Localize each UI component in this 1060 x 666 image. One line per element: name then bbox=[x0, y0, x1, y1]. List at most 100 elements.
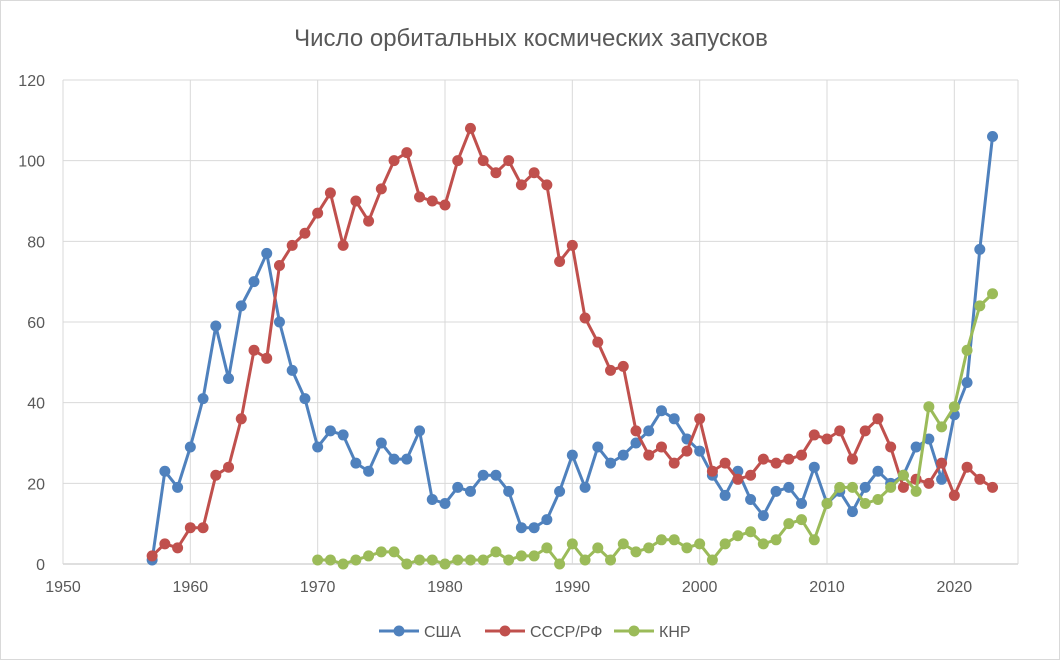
data-point bbox=[617, 449, 629, 461]
data-point bbox=[452, 155, 464, 167]
data-point bbox=[630, 437, 642, 449]
data-point bbox=[464, 122, 476, 134]
data-point bbox=[872, 465, 884, 477]
data-point bbox=[566, 449, 578, 461]
data-point bbox=[859, 498, 871, 509]
x-tick-label: 2010 bbox=[809, 579, 845, 596]
data-point bbox=[248, 276, 260, 288]
data-point bbox=[821, 433, 833, 445]
data-point bbox=[605, 457, 617, 469]
data-point bbox=[668, 413, 680, 425]
data-point bbox=[897, 469, 909, 481]
data-point bbox=[312, 554, 324, 566]
y-tick-label: 20 bbox=[27, 476, 45, 493]
data-point bbox=[770, 485, 782, 497]
data-point bbox=[579, 554, 591, 566]
data-point bbox=[961, 377, 973, 388]
y-tick-label: 100 bbox=[18, 154, 45, 171]
data-point bbox=[605, 554, 617, 566]
data-point bbox=[732, 530, 744, 542]
x-tick-label: 1950 bbox=[45, 579, 81, 596]
data-point bbox=[159, 465, 171, 477]
data-point bbox=[592, 336, 604, 348]
data-point bbox=[159, 538, 171, 550]
data-point bbox=[490, 469, 502, 481]
data-point bbox=[808, 461, 820, 473]
data-point bbox=[503, 554, 515, 566]
data-point bbox=[885, 481, 897, 493]
data-point bbox=[350, 554, 362, 566]
data-point bbox=[630, 546, 642, 558]
data-point bbox=[923, 433, 935, 445]
gridlines bbox=[62, 79, 1019, 565]
data-point bbox=[388, 155, 400, 167]
data-point bbox=[515, 550, 527, 562]
data-point bbox=[796, 449, 808, 461]
data-point bbox=[554, 558, 566, 570]
data-point bbox=[923, 477, 935, 489]
data-point bbox=[592, 441, 604, 453]
data-point bbox=[515, 179, 527, 191]
data-point bbox=[681, 445, 693, 457]
data-point bbox=[350, 195, 362, 207]
data-point bbox=[974, 473, 986, 485]
data-point bbox=[630, 425, 642, 437]
data-point bbox=[210, 320, 222, 332]
legend-item: СССР/РФ bbox=[485, 624, 602, 641]
data-point bbox=[643, 425, 655, 437]
data-point bbox=[770, 534, 782, 546]
y-tick-label: 0 bbox=[36, 557, 45, 574]
data-point bbox=[312, 207, 324, 219]
data-point bbox=[987, 288, 999, 300]
legend-label: США bbox=[424, 624, 461, 641]
data-point bbox=[528, 167, 540, 179]
legend-marker bbox=[499, 625, 511, 637]
data-point bbox=[541, 542, 553, 554]
data-point bbox=[184, 522, 196, 534]
data-point bbox=[363, 215, 375, 227]
series-lines bbox=[146, 122, 999, 570]
data-point bbox=[554, 256, 566, 267]
data-point bbox=[248, 344, 260, 356]
data-point bbox=[579, 312, 591, 324]
data-point bbox=[439, 199, 451, 211]
data-point bbox=[299, 227, 311, 239]
data-point bbox=[541, 514, 553, 526]
series-США bbox=[146, 130, 999, 566]
x-tick-label: 1990 bbox=[555, 579, 591, 596]
data-point bbox=[503, 155, 515, 167]
y-tick-label: 40 bbox=[27, 396, 45, 413]
legend-marker bbox=[393, 625, 405, 637]
data-point bbox=[706, 465, 718, 477]
data-point bbox=[414, 425, 426, 437]
data-point bbox=[987, 130, 999, 142]
data-point bbox=[223, 461, 235, 473]
data-point bbox=[261, 352, 273, 364]
data-point bbox=[783, 481, 795, 493]
x-tick-label: 1980 bbox=[427, 579, 463, 596]
data-point bbox=[757, 453, 769, 465]
data-point bbox=[834, 425, 846, 437]
data-point bbox=[452, 554, 464, 566]
y-tick-label: 60 bbox=[27, 315, 45, 332]
data-point bbox=[936, 457, 948, 469]
legend-label: КНР bbox=[659, 624, 691, 641]
data-point bbox=[477, 155, 489, 167]
data-point bbox=[694, 445, 706, 457]
data-point bbox=[490, 546, 502, 558]
data-point bbox=[414, 554, 426, 566]
data-point bbox=[872, 493, 884, 505]
data-point bbox=[808, 534, 820, 546]
data-point bbox=[172, 481, 184, 493]
data-point bbox=[388, 453, 400, 465]
data-point bbox=[566, 538, 578, 550]
data-point bbox=[719, 538, 731, 550]
data-point bbox=[452, 481, 464, 493]
data-point bbox=[197, 393, 209, 405]
data-point bbox=[439, 498, 451, 509]
data-point bbox=[846, 506, 858, 518]
x-tick-label: 1970 bbox=[300, 579, 336, 596]
data-point bbox=[592, 542, 604, 554]
data-point bbox=[745, 469, 757, 481]
